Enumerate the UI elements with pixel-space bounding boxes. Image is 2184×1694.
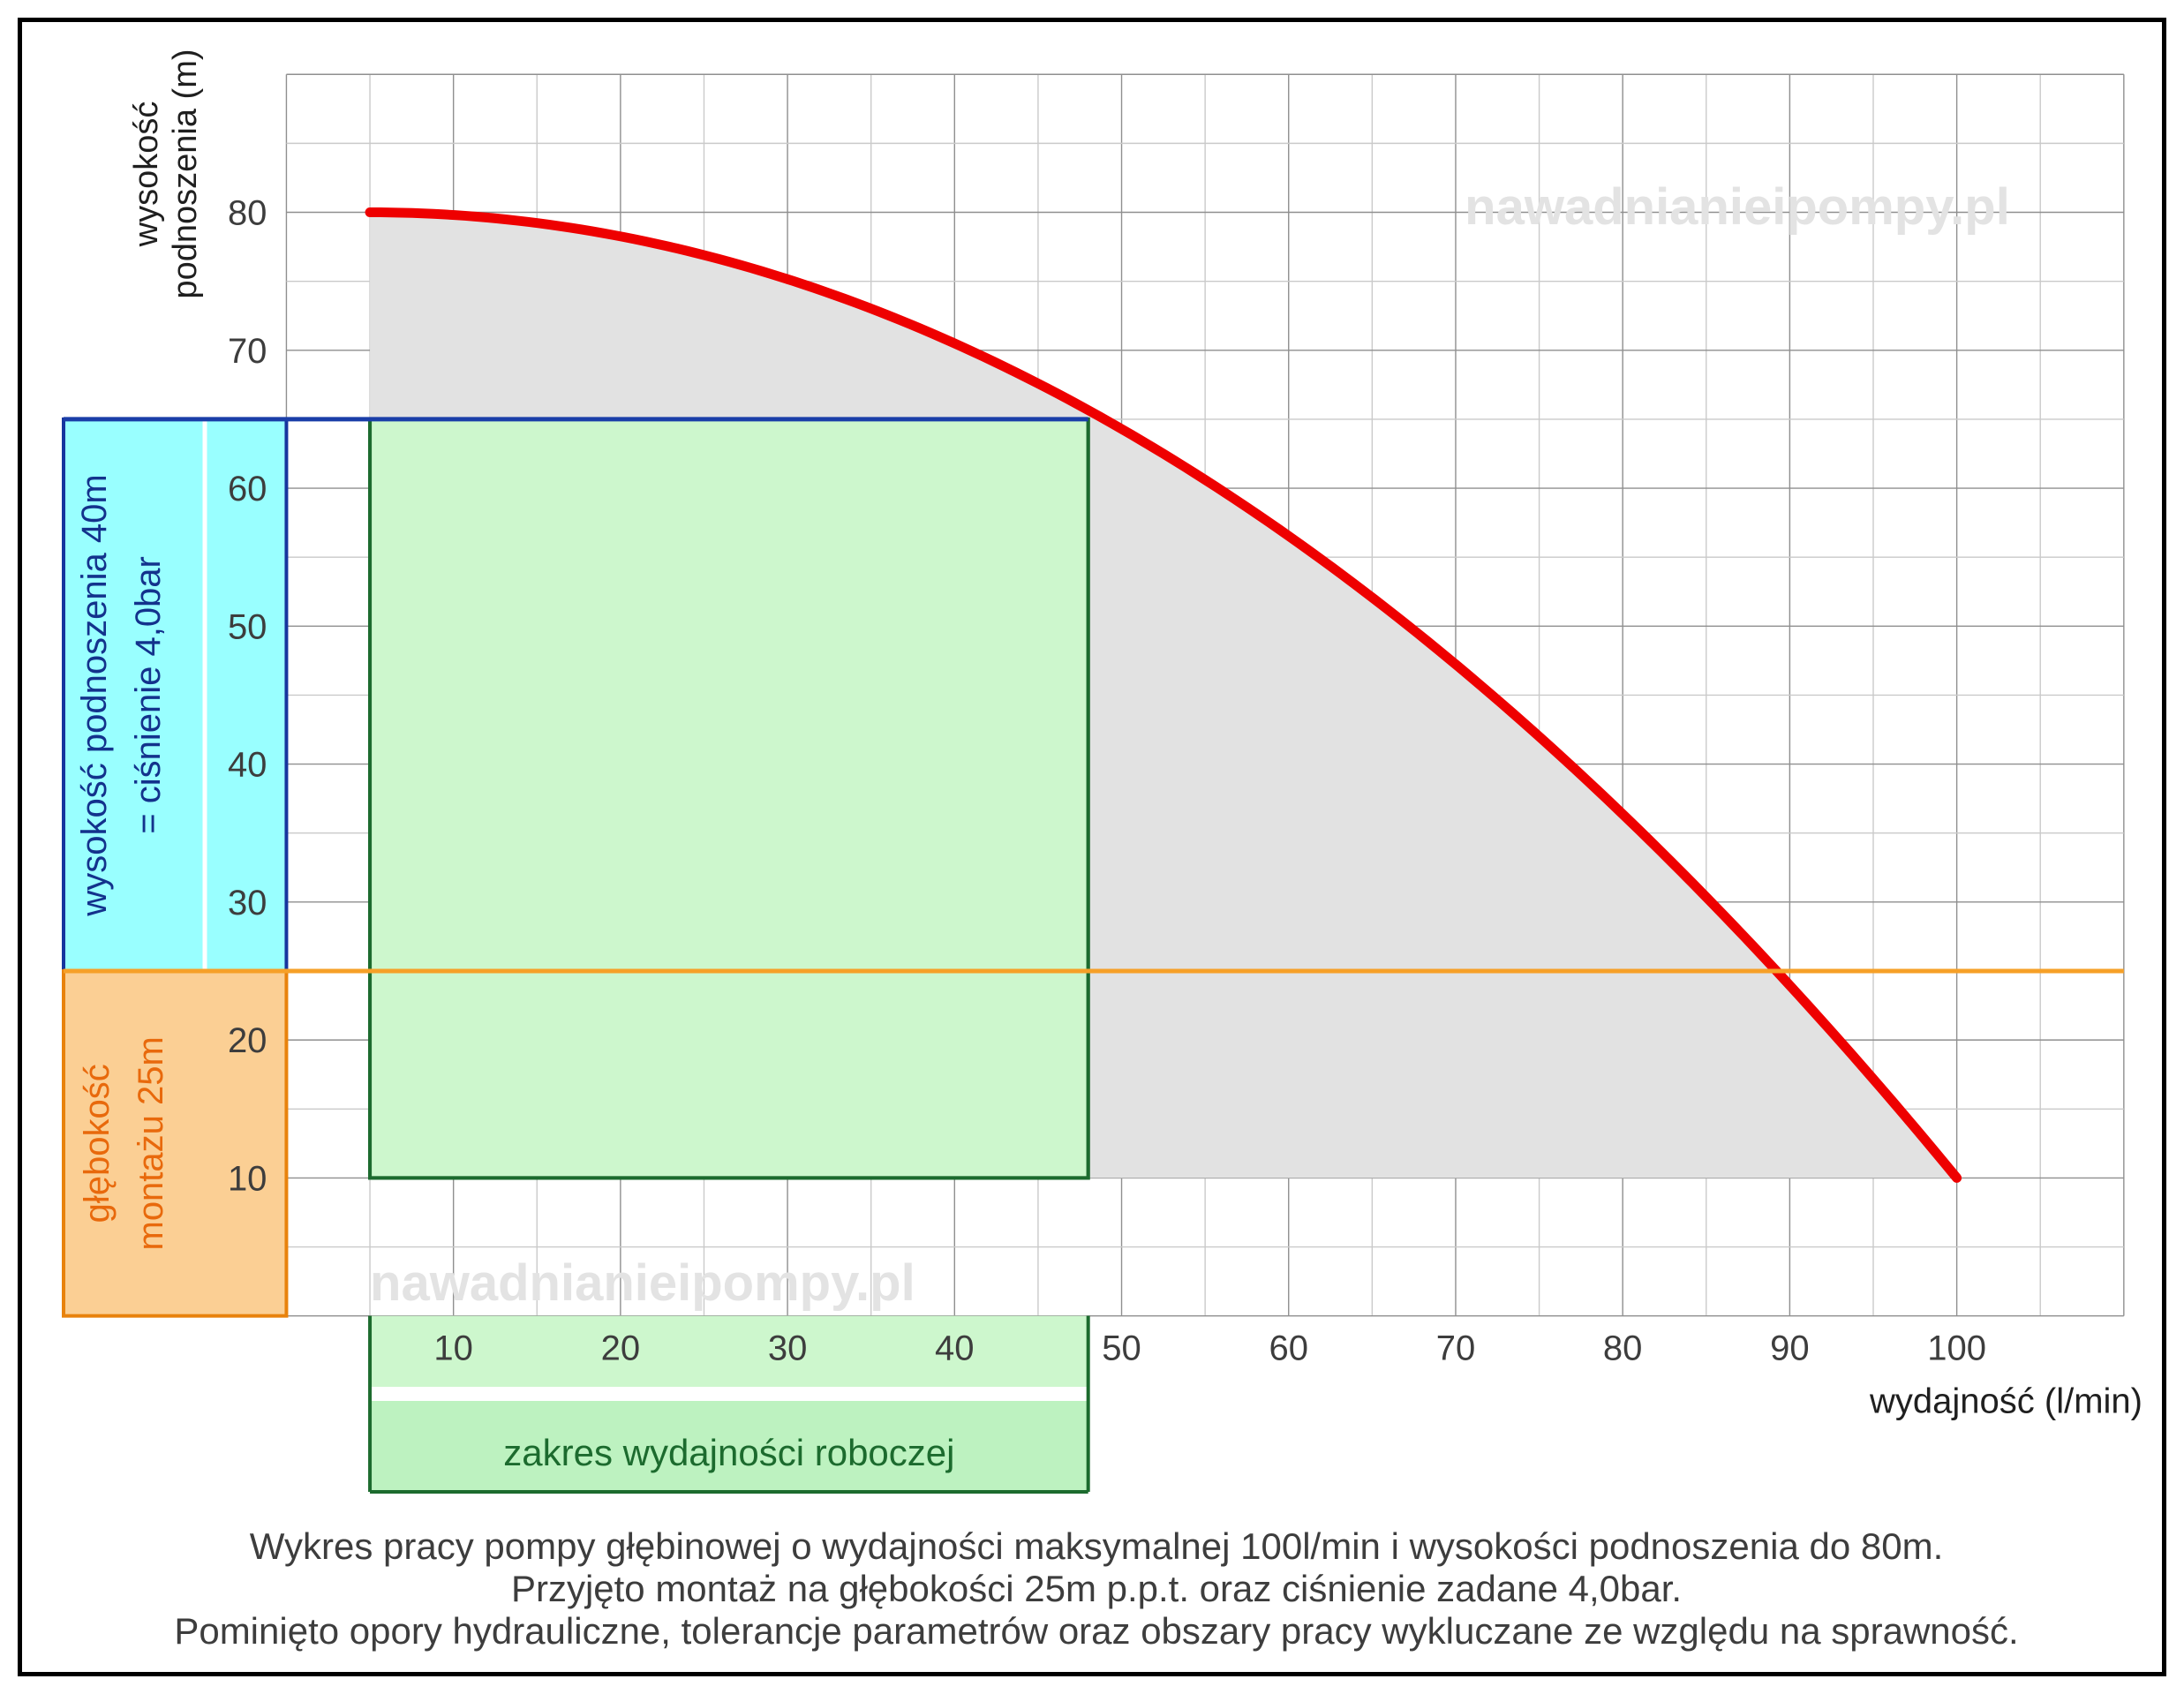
- svg-text:Pominięto opory hydrauliczne,: Pominięto opory hydrauliczne, tolerancje…: [174, 1610, 2018, 1652]
- svg-text:głębokość: głębokość: [78, 1064, 117, 1223]
- svg-text:wysokość podnoszenia 40m: wysokość podnoszenia 40m: [75, 474, 114, 916]
- svg-text:Przyjęto montaż na głębokości: Przyjęto montaż na głębokości 25m p.p.t.…: [511, 1568, 1682, 1609]
- svg-text:100: 100: [1927, 1329, 1986, 1368]
- svg-text:20: 20: [228, 1021, 267, 1060]
- svg-text:90: 90: [1770, 1329, 1810, 1368]
- svg-text:70: 70: [228, 332, 267, 371]
- svg-text:30: 30: [228, 884, 267, 922]
- svg-text:80: 80: [228, 194, 267, 233]
- svg-text:wysokość: wysokość: [128, 102, 165, 248]
- svg-text:= ciśnienie 4,0bar: = ciśnienie 4,0bar: [129, 556, 168, 834]
- svg-text:10: 10: [433, 1329, 473, 1368]
- svg-text:zakres wydajności roboczej: zakres wydajności roboczej: [503, 1432, 954, 1473]
- svg-text:30: 30: [768, 1329, 808, 1368]
- svg-text:80: 80: [1603, 1329, 1643, 1368]
- svg-text:nawadnianieipompy.pl: nawadnianieipompy.pl: [1465, 178, 2010, 236]
- svg-text:montażu 25m: montażu 25m: [132, 1036, 170, 1250]
- svg-text:60: 60: [228, 470, 267, 508]
- svg-text:wydajność (l/min): wydajność (l/min): [1869, 1382, 2143, 1421]
- svg-text:nawadnianieipompy.pl: nawadnianieipompy.pl: [370, 1254, 915, 1312]
- svg-text:40: 40: [935, 1329, 975, 1368]
- svg-text:70: 70: [1436, 1329, 1476, 1368]
- svg-text:20: 20: [601, 1329, 641, 1368]
- svg-text:Wykres pracy pompy głębinowej: Wykres pracy pompy głębinowej o wydajnoś…: [250, 1525, 1944, 1567]
- svg-text:50: 50: [228, 607, 267, 646]
- svg-text:50: 50: [1102, 1329, 1141, 1368]
- svg-text:60: 60: [1269, 1329, 1308, 1368]
- svg-text:podnoszenia (m): podnoszenia (m): [167, 49, 204, 298]
- svg-text:40: 40: [228, 746, 267, 785]
- svg-text:10: 10: [228, 1159, 267, 1198]
